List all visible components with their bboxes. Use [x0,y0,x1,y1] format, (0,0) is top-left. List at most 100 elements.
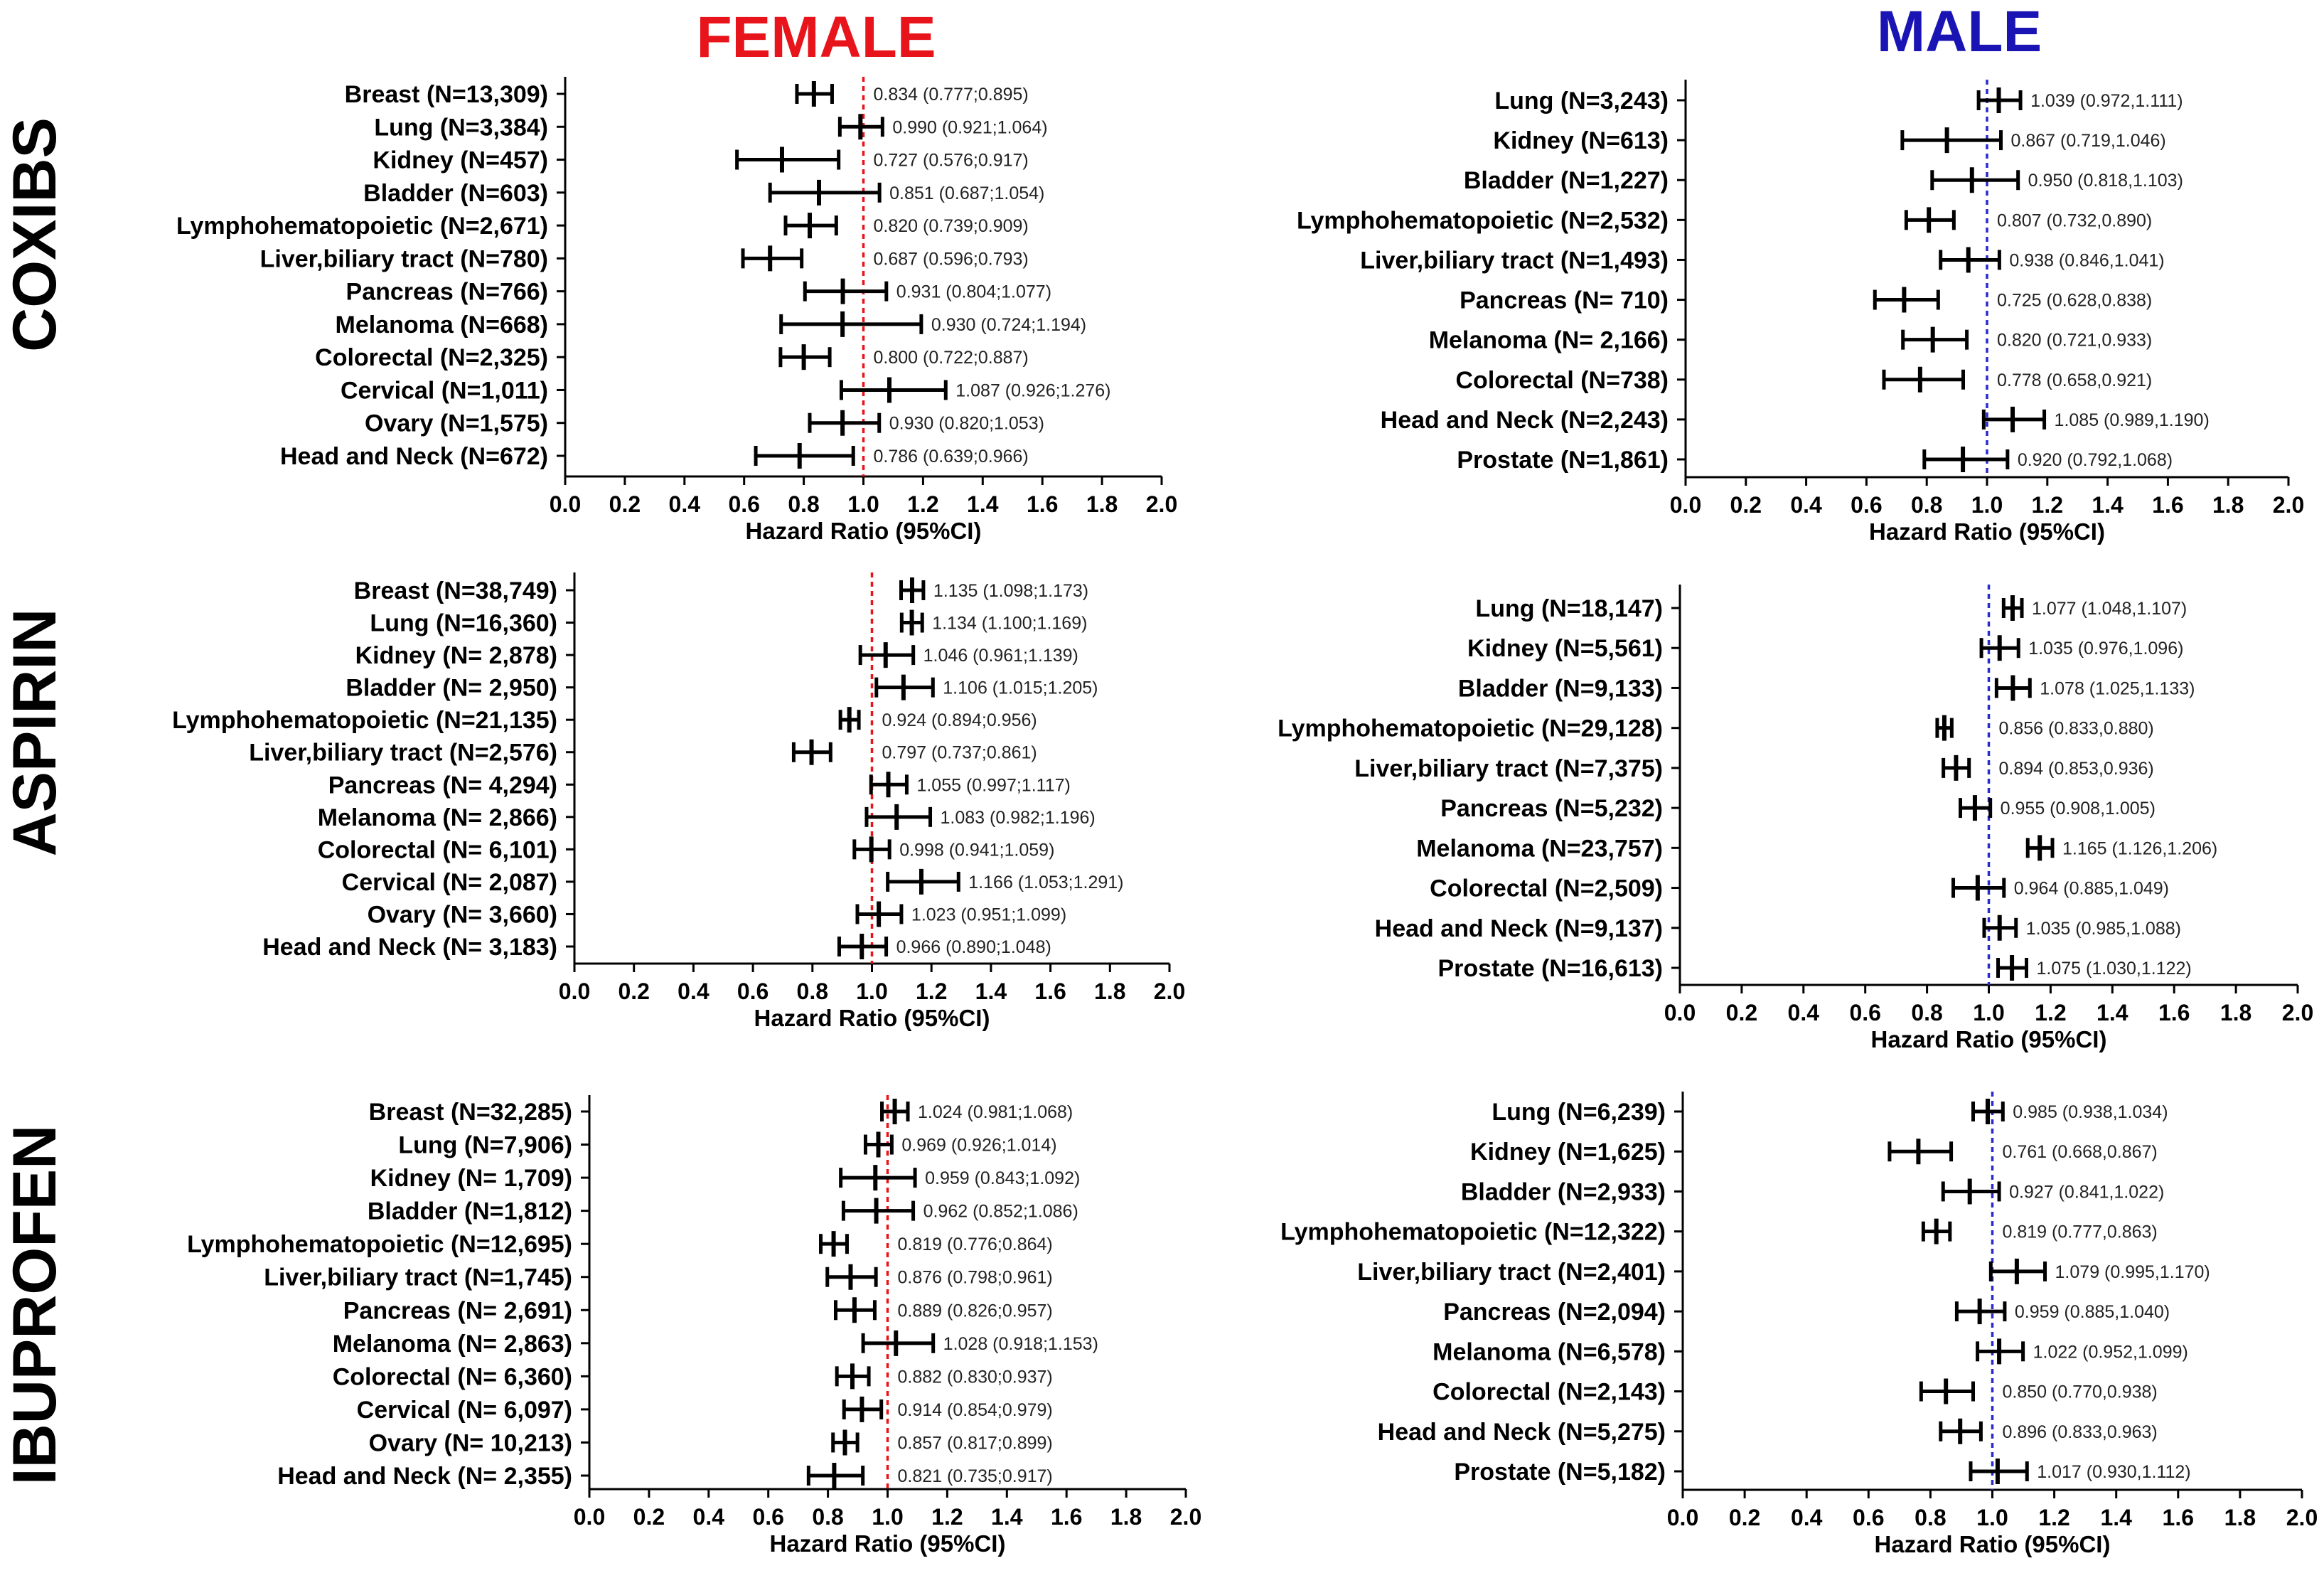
x-tick-label: 0.4 [1790,492,1822,518]
x-tick-label: 0.6 [1849,1000,1880,1025]
x-tick-label: 0.0 [1670,492,1701,518]
ci-text: 1.166 (1.053;1.291) [968,873,1123,892]
ci-text: 0.930 (0.820;1.053) [889,414,1044,434]
ci-text: 0.820 (0.721,0.933) [1997,331,2152,351]
x-tick-label: 1.8 [2212,492,2244,518]
ci-text: 1.079 (0.995,1.170) [2055,1262,2210,1282]
ci-text: 1.077 (1.048,1.107) [2032,599,2187,619]
row-label: Lung (N=18,147) [1475,595,1663,622]
row-label: Pancreas (N=2,094) [1443,1299,1666,1326]
ci-text: 0.797 (0.737;0.861) [882,743,1037,763]
ci-text: 0.969 (0.926;1.014) [901,1136,1056,1156]
x-tick-label: 0.8 [1911,1000,1942,1025]
x-tick-label: 1.0 [847,491,879,517]
x-axis-title: Hazard Ratio (95%CI) [754,1005,990,1031]
row-label: Kidney (N=457) [373,147,548,174]
row-label: Lung (N=3,384) [374,114,548,141]
ci-text: 0.959 (0.843;1.092) [925,1168,1080,1188]
row-label: Bladder (N=1,812) [368,1198,572,1225]
row-label: Lung (N=3,243) [1494,87,1669,114]
x-tick-label: 1.2 [916,979,947,1004]
x-tick-label: 2.0 [1170,1504,1201,1530]
row-label: Lymphohematopoietic (N=2,671) [176,213,548,240]
x-tick-label: 0.2 [618,979,649,1004]
row-label: Melanoma (N= 2,166) [1429,327,1669,354]
row-label: Melanoma (N=668) [336,311,549,338]
ci-text: 1.106 (1.015;1.205) [943,678,1098,698]
x-tick-label: 0.4 [1788,1000,1820,1025]
x-tick-label: 1.4 [991,1504,1023,1530]
ci-text: 0.894 (0.853,0.936) [1999,759,2154,779]
row-label: Liver,biliary tract (N=1,745) [264,1264,572,1291]
row-label: Kidney (N=613) [1493,127,1669,154]
row-label: Head and Neck (N=2,243) [1381,407,1669,434]
x-tick-label: 0.4 [678,979,709,1004]
x-tick-label: 0.6 [1853,1505,1884,1530]
row-title-coxibs: COXIBS [1,117,69,352]
ci-text: 0.761 (0.668,0.867) [2003,1142,2158,1162]
x-tick-label: 0.0 [559,979,590,1004]
row-label: Head and Neck (N=5,275) [1378,1419,1666,1446]
ci-text: 0.850 (0.770,0.938) [2003,1382,2158,1402]
ci-text: 0.920 (0.792,1.068) [2018,450,2173,470]
ci-text: 1.039 (0.972,1.111) [2030,91,2183,111]
row-label: Pancreas (N=766) [346,279,548,306]
row-label: Lung (N=7,906) [398,1132,572,1159]
row-label: Bladder (N=9,133) [1458,675,1663,702]
ci-text: 0.821 (0.735;0.917) [898,1466,1053,1486]
row-label: Colorectal (N=2,143) [1433,1379,1666,1406]
forest-panel-ibuprofen-female: 0.0 0.2 0.4 0.6 0.8 1.0 1.2 1.4 1.6 1.8 2.0 Hazard … [187,1095,1201,1557]
x-tick-label: 1.0 [1971,492,2003,518]
x-tick-label: 2.0 [2286,1505,2318,1530]
ci-text: 1.055 (0.997;1.117) [916,775,1070,795]
row-label: Melanoma (N=6,578) [1433,1338,1666,1365]
ci-text: 1.022 (0.952,1.099) [2033,1342,2188,1362]
row-label: Ovary (N= 10,213) [369,1429,572,1456]
x-tick-label: 0.2 [633,1504,665,1530]
forest-panel-ibuprofen-male: 0.0 0.2 0.4 0.6 0.8 1.0 1.2 1.4 1.6 1.8 2.0 Hazard … [1280,1092,2318,1557]
ci-text: 0.914 (0.854;0.979) [898,1400,1053,1420]
row-label: Kidney (N=1,625) [1470,1139,1666,1166]
x-tick-label: 0.2 [1730,492,1762,518]
x-tick-label: 1.2 [907,491,938,517]
forest-panel-aspirin-female: 0.0 0.2 0.4 0.6 0.8 1.0 1.2 1.4 1.6 1.8 2.0 Hazard … [172,572,1185,1031]
x-tick-label: 1.0 [856,979,887,1004]
row-label: Prostate (N=16,613) [1437,955,1663,982]
ci-text: 0.896 (0.833,0.963) [2003,1422,2158,1442]
ci-text: 0.819 (0.777,0.863) [2003,1222,2158,1242]
ci-text: 0.867 (0.719,1.046) [2011,131,2166,151]
ci-text: 0.985 (0.938,1.034) [2013,1102,2168,1122]
ci-text: 1.046 (0.961;1.139) [923,646,1078,666]
row-title-ibuprofen: IBUPROFEN [1,1125,69,1485]
x-tick-label: 0.0 [1667,1505,1698,1530]
row-label: Kidney (N= 2,878) [355,642,557,669]
forest-panel-coxibs-male: 0.0 0.2 0.4 0.6 0.8 1.0 1.2 1.4 1.6 1.8 2.0 Hazard … [1297,80,2304,545]
ci-text: 0.725 (0.628,0.838) [1997,291,2152,311]
row-label: Breast (N=13,309) [345,81,548,108]
row-label: Prostate (N=5,182) [1454,1459,1666,1486]
x-tick-label: 0.6 [752,1504,783,1530]
ci-text: 1.085 (0.989,1.190) [2055,410,2210,430]
ci-text: 1.035 (0.985,1.088) [2026,919,2181,939]
x-tick-label: 0.2 [1729,1505,1760,1530]
x-tick-label: 0.8 [812,1504,843,1530]
ci-text: 0.800 (0.722;0.887) [874,348,1029,368]
ci-text: 0.819 (0.776;0.864) [898,1235,1053,1254]
x-tick-label: 0.8 [797,979,828,1004]
ci-text: 1.024 (0.981;1.068) [918,1102,1073,1122]
x-tick-label: 0.6 [737,979,769,1004]
row-label: Cervical (N= 2,087) [342,869,557,896]
row-label: Pancreas (N= 2,691) [343,1297,572,1324]
row-label: Melanoma (N= 2,866) [318,804,557,831]
ci-text: 0.834 (0.777;0.895) [874,85,1029,105]
row-label: Liver,biliary tract (N=2,401) [1357,1259,1666,1286]
ci-text: 0.807 (0.732,0.890) [1997,210,2152,230]
x-tick-label: 0.4 [693,1504,725,1530]
ci-text: 1.083 (0.982;1.196) [941,808,1096,828]
x-tick-label: 2.0 [1146,491,1177,517]
ci-text: 0.876 (0.798;0.961) [898,1268,1053,1288]
row-label: Cervical (N= 6,097) [357,1397,572,1424]
row-label: Liver,biliary tract (N=780) [260,245,548,272]
row-label: Head and Neck (N=9,137) [1375,915,1663,942]
ci-text: 0.687 (0.596;0.793) [874,249,1029,269]
